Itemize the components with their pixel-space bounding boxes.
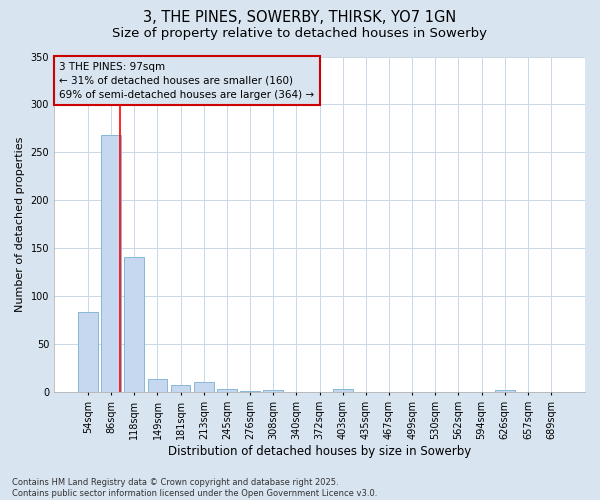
Bar (495, 390, 515, 392)
Bar (101, 135, 121, 392)
Bar (333, 389, 353, 392)
Text: 3 THE PINES: 97sqm
← 31% of detached houses are smaller (160)
69% of semi-detach: 3 THE PINES: 97sqm ← 31% of detached hou… (59, 62, 314, 100)
Bar (194, 382, 214, 392)
Bar (263, 390, 283, 392)
Bar (240, 391, 260, 392)
Text: Contains HM Land Registry data © Crown copyright and database right 2025.
Contai: Contains HM Land Registry data © Crown c… (12, 478, 377, 498)
Y-axis label: Number of detached properties: Number of detached properties (15, 136, 25, 312)
Bar (78, 312, 98, 392)
Bar (148, 380, 167, 392)
Bar (171, 385, 190, 392)
Text: Size of property relative to detached houses in Sowerby: Size of property relative to detached ho… (113, 28, 487, 40)
Bar (217, 389, 237, 392)
Bar (124, 257, 144, 392)
X-axis label: Distribution of detached houses by size in Sowerby: Distribution of detached houses by size … (168, 444, 471, 458)
Text: 3, THE PINES, SOWERBY, THIRSK, YO7 1GN: 3, THE PINES, SOWERBY, THIRSK, YO7 1GN (143, 10, 457, 25)
